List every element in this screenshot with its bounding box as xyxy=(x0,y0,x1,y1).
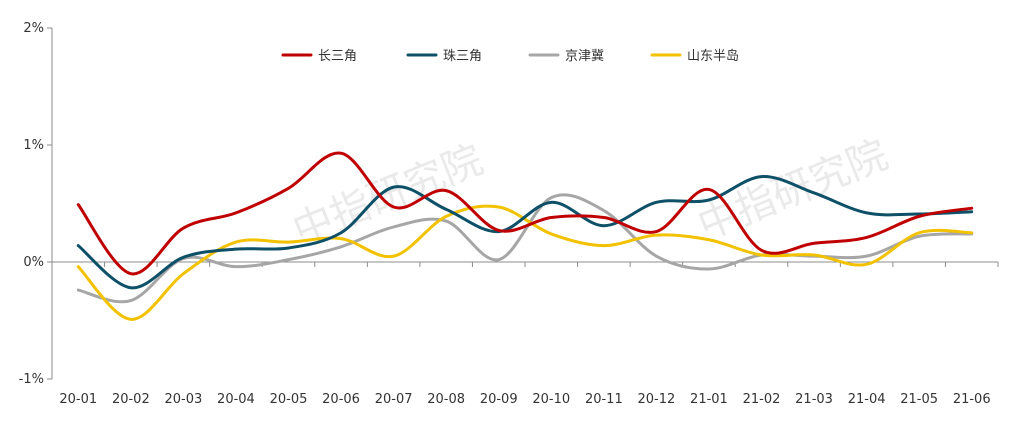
y-tick-label: -1% xyxy=(19,372,44,387)
x-tick-label: 21-02 xyxy=(743,392,781,407)
x-tick-label: 20-06 xyxy=(322,392,360,407)
x-tick-label: 20-01 xyxy=(59,392,97,407)
legend: 长三角 珠三角 京津冀 山东半岛 xyxy=(281,48,739,64)
y-tick-label: 1% xyxy=(23,138,44,153)
x-tick-label: 20-03 xyxy=(164,392,202,407)
x-tick-label: 20-04 xyxy=(217,392,255,407)
series-line-4 xyxy=(76,204,974,321)
series-line-3 xyxy=(76,193,974,304)
legend-item: 京津冀 xyxy=(528,48,604,64)
axes: -1% 0% 1% 2% 20-01 20-02 20-03 20-04 20-05 20-06 2… xyxy=(19,21,999,407)
x-tick-label: 21-06 xyxy=(953,392,991,407)
x-tick-label: 20-07 xyxy=(375,392,413,407)
x-tick-label: 21-01 xyxy=(690,392,728,407)
legend-label: 长三角 xyxy=(318,49,357,64)
x-tick-label: 20-08 xyxy=(427,392,465,407)
legend-label: 京津冀 xyxy=(565,48,604,64)
x-tick-label: 21-03 xyxy=(795,392,833,407)
y-tick-label: 0% xyxy=(23,255,44,270)
x-tick-label: 21-04 xyxy=(848,392,886,407)
x-tick-label: 20-11 xyxy=(585,392,623,407)
y-tick-label: 2% xyxy=(23,21,44,36)
legend-item: 长三角 xyxy=(281,49,357,64)
x-tick-label: 20-10 xyxy=(532,392,570,407)
x-tick-label: 20-12 xyxy=(637,392,675,407)
x-tick-label: 20-02 xyxy=(112,392,150,407)
legend-item: 山东半岛 xyxy=(650,48,739,64)
legend-item: 珠三角 xyxy=(406,49,482,64)
legend-label: 山东半岛 xyxy=(687,48,739,64)
x-tick-label: 20-09 xyxy=(480,392,518,407)
series-line-1 xyxy=(76,151,974,276)
watermark: 中指研究院 xyxy=(287,137,490,255)
x-tick-label: 20-05 xyxy=(270,392,308,407)
series-line-2 xyxy=(76,175,974,290)
x-tick-label: 21-05 xyxy=(900,392,938,407)
watermark: 中指研究院 xyxy=(692,132,895,250)
legend-label: 珠三角 xyxy=(443,49,482,64)
series-layer xyxy=(76,151,974,321)
